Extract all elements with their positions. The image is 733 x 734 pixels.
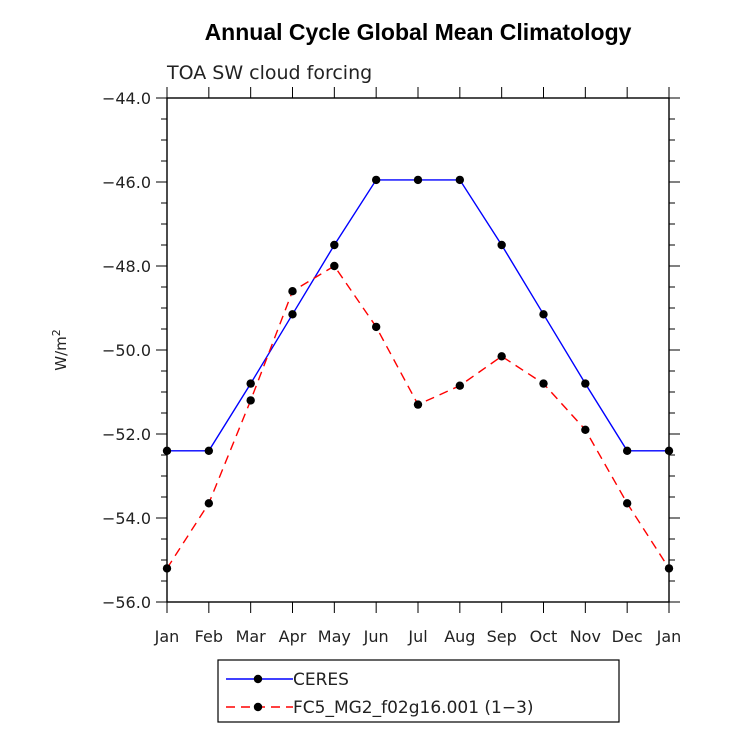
series-0-point <box>330 240 339 250</box>
x-tick-label: Aug <box>444 627 475 646</box>
y-axis-label: W/m2 <box>50 329 70 371</box>
series-0-point <box>413 175 423 185</box>
x-tick-label: Jan <box>656 627 682 646</box>
series-1-point <box>622 499 632 508</box>
series-1-point <box>581 425 590 434</box>
series-1-point <box>204 499 214 508</box>
series-0-point <box>664 446 674 455</box>
x-tick-label: Feb <box>195 627 223 646</box>
series-0-point <box>455 175 465 185</box>
series-0-point <box>288 310 297 319</box>
series-1-point <box>664 564 674 573</box>
series-1-point <box>246 396 255 405</box>
series-1-point <box>497 352 506 361</box>
x-tick-label: Jan <box>154 627 180 646</box>
series-1-point <box>162 564 172 573</box>
series-0-point <box>162 446 172 455</box>
y-tick-label: −56.0 <box>102 593 151 612</box>
series-1-point <box>288 287 297 296</box>
y-axis-label-superscript: 2 <box>50 329 63 336</box>
series-0-point <box>539 310 548 319</box>
legend-label-0: CERES <box>293 670 349 690</box>
y-tick-label: −54.0 <box>102 509 151 528</box>
series-line-1 <box>166 265 670 569</box>
x-tick-label: May <box>318 627 351 646</box>
x-tick-label: Dec <box>612 627 643 646</box>
y-axis-label-base: W/m <box>52 336 70 371</box>
series-0-point <box>204 446 214 455</box>
y-tick-label: −44.0 <box>102 89 151 108</box>
legend: CERES FC5_MG2_f02g16.001 (1−3) <box>217 659 620 723</box>
x-tick-label: Sep <box>487 627 517 646</box>
series-1-point <box>371 322 381 332</box>
x-tick-label: Apr <box>279 627 307 646</box>
series-0-point <box>581 379 590 388</box>
series-1-point <box>330 261 339 271</box>
series-1-point <box>413 400 423 409</box>
series-0-point <box>497 240 506 250</box>
x-tick-label: Jul <box>407 627 427 646</box>
x-tick-label: Mar <box>236 627 267 646</box>
y-tick-label: −46.0 <box>102 173 151 192</box>
legend-swatch-marker-0 <box>253 674 263 684</box>
series-1-point <box>455 381 465 390</box>
y-tick-label: −50.0 <box>102 341 151 360</box>
x-tick-label: Jun <box>363 627 389 646</box>
series-0-point <box>371 175 381 185</box>
legend-box <box>217 659 620 723</box>
chart-title: Annual Cycle Global Mean Climatology <box>205 19 632 45</box>
series-0-point <box>622 446 632 455</box>
x-tick-label: Nov <box>570 627 601 646</box>
legend-swatch-marker-1 <box>253 702 263 712</box>
y-tick-label: −52.0 <box>102 425 151 444</box>
x-tick-label: Oct <box>530 627 558 646</box>
y-tick-label: −48.0 <box>102 257 151 276</box>
series-0-point <box>246 379 255 388</box>
chart-subtitle: TOA SW cloud forcing <box>166 62 372 84</box>
plot-frame <box>166 97 670 603</box>
legend-label-1: FC5_MG2_f02g16.001 (1−3) <box>293 698 534 718</box>
plot-area: −56.0 −54.0 −52.0 −50.0 −48.0 −46.0 −44.0 Jan Fe… <box>102 87 681 646</box>
series-1-point <box>539 379 548 388</box>
series-line-0 <box>167 179 669 452</box>
